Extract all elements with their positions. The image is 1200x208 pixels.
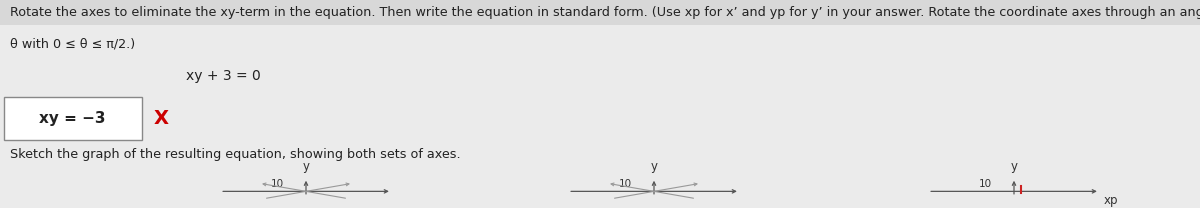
Text: 10: 10 [619, 179, 632, 189]
Text: Rotate the axes to eliminate the xy-term in the equation. Then write the equatio: Rotate the axes to eliminate the xy-term… [10, 6, 1200, 19]
Text: xy + 3 = 0: xy + 3 = 0 [186, 69, 260, 83]
Text: X: X [154, 109, 168, 128]
FancyBboxPatch shape [4, 97, 142, 140]
FancyBboxPatch shape [0, 25, 1200, 208]
Text: 10: 10 [271, 179, 284, 189]
Text: y: y [650, 160, 658, 173]
Text: 10: 10 [979, 179, 992, 189]
Text: y: y [1010, 160, 1018, 173]
Text: θ with 0 ≤ θ ≤ π/2.): θ with 0 ≤ θ ≤ π/2.) [10, 37, 134, 50]
Text: xp: xp [1104, 194, 1118, 208]
Text: y: y [302, 160, 310, 173]
Text: Sketch the graph of the resulting equation, showing both sets of axes.: Sketch the graph of the resulting equati… [10, 148, 461, 161]
Text: xy = −3: xy = −3 [40, 111, 106, 126]
